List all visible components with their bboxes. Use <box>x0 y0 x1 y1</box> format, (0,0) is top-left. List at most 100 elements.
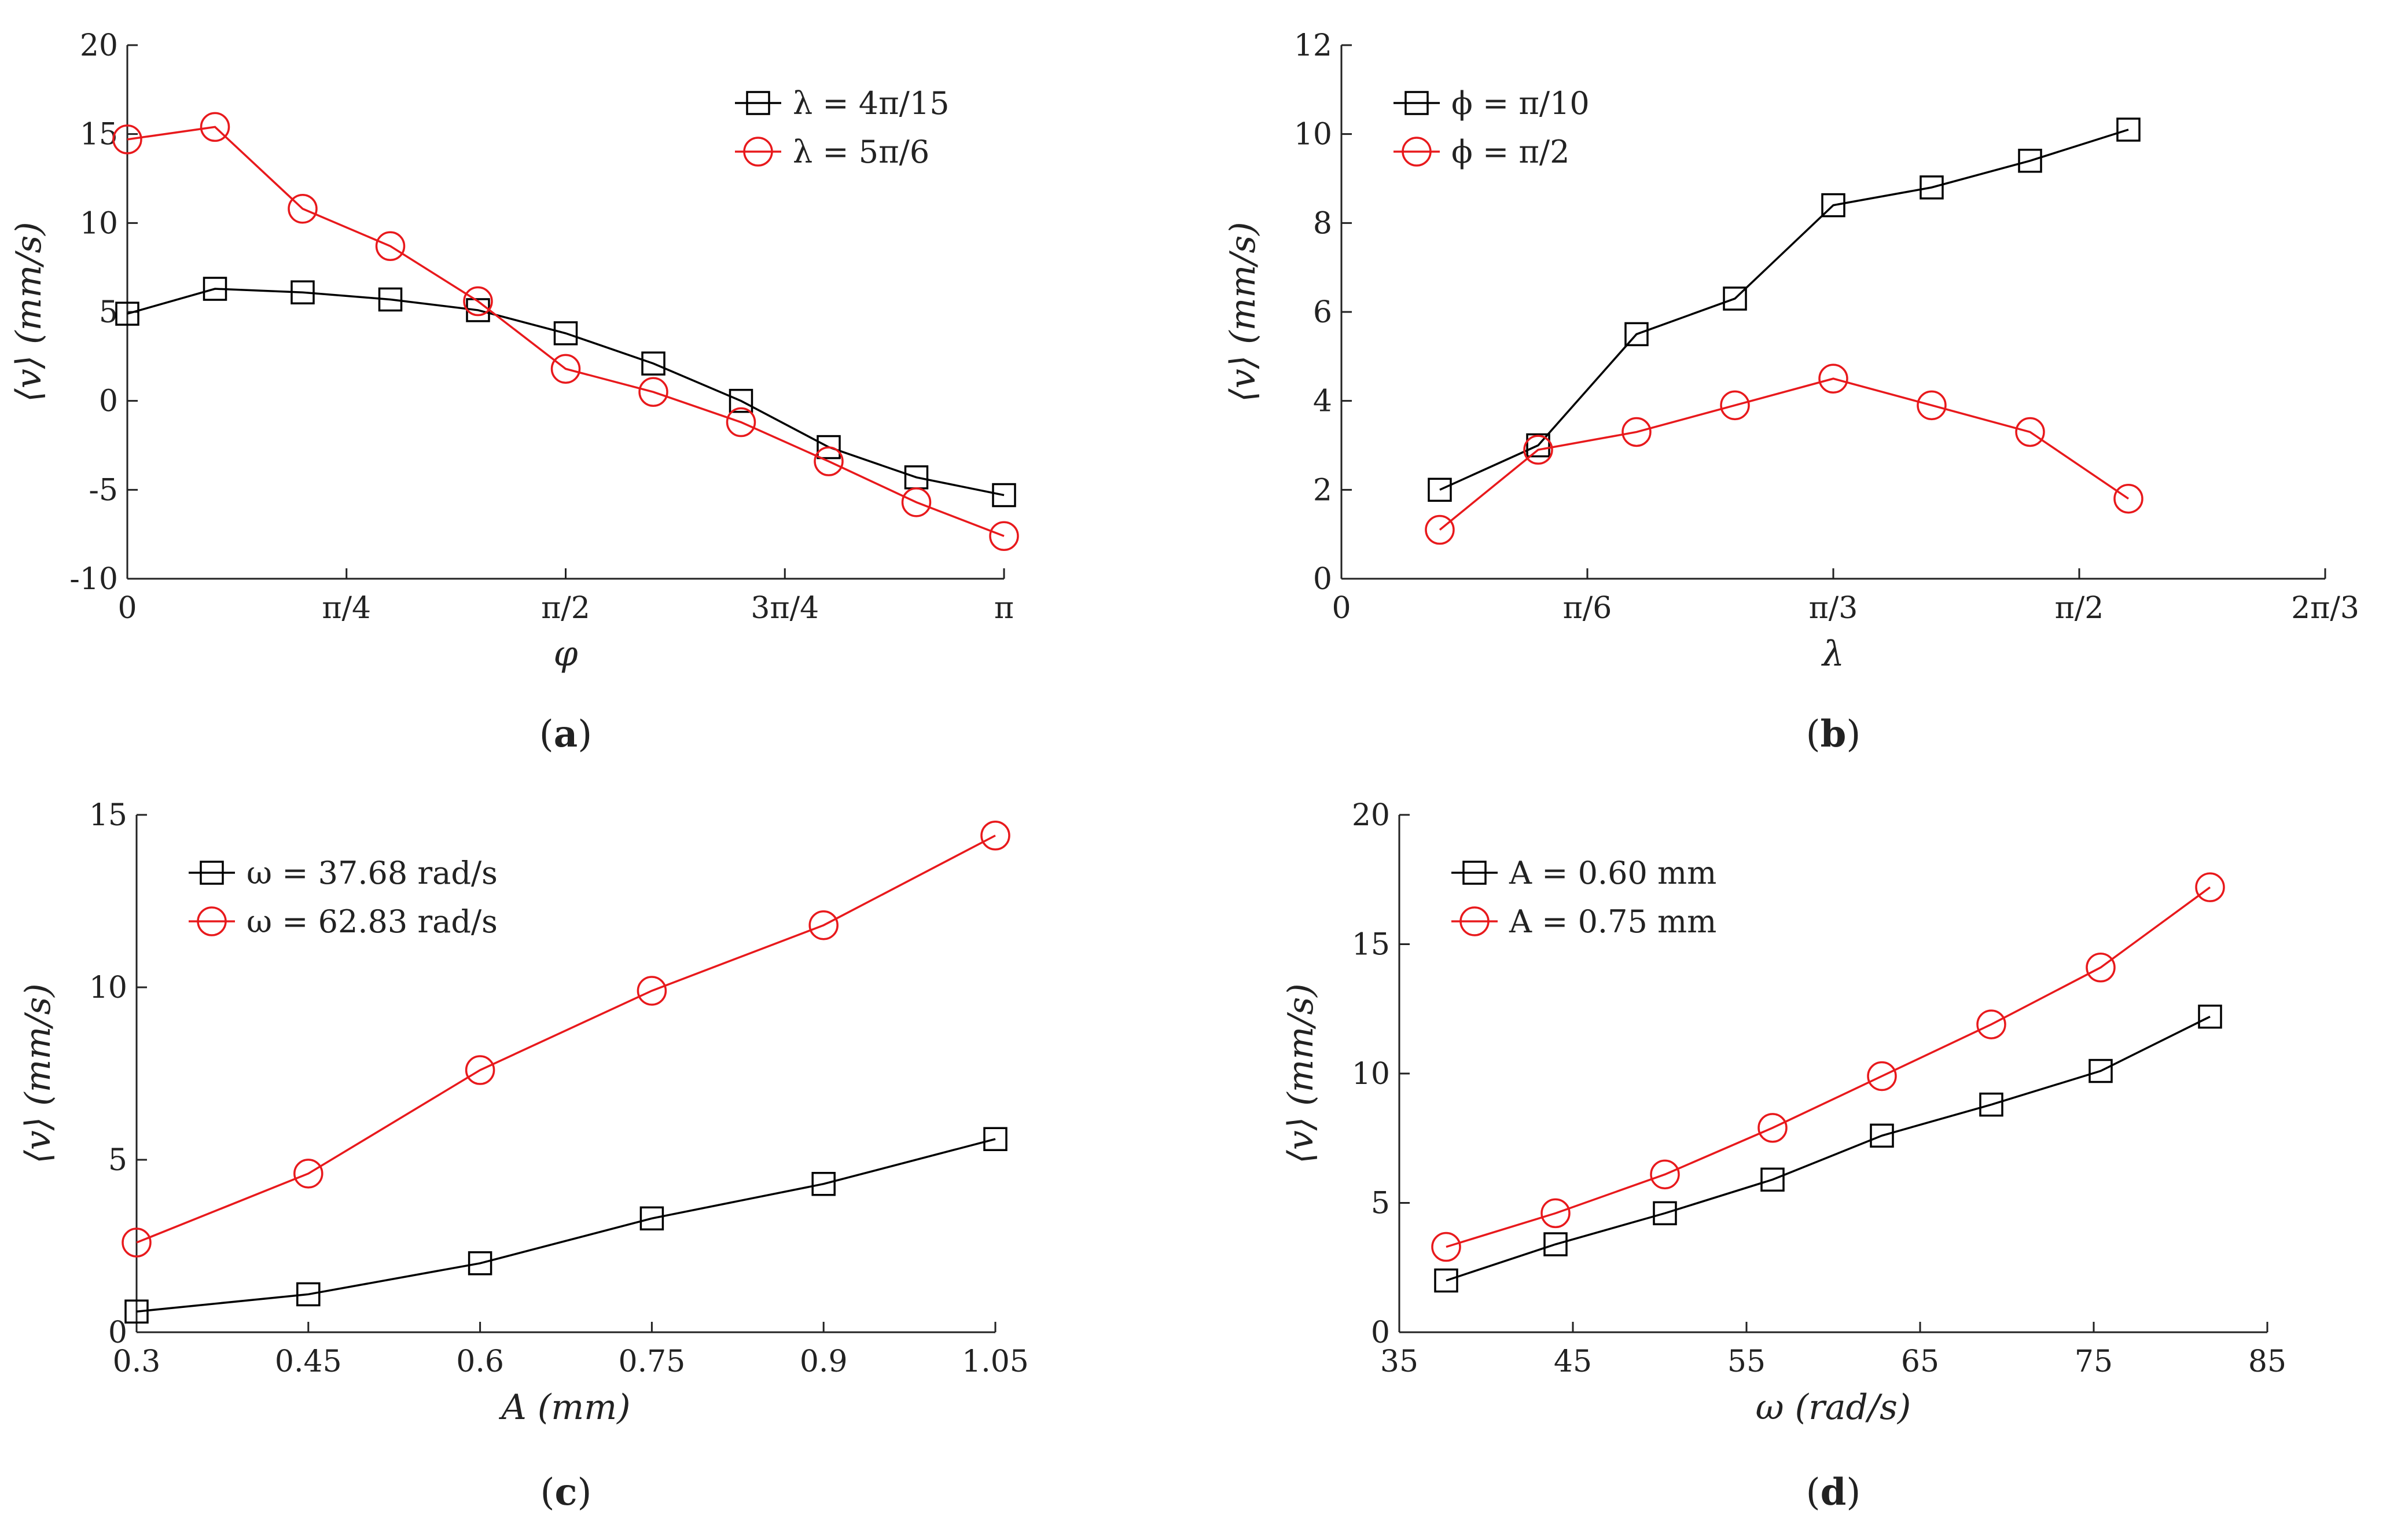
x-tick-label: 85 <box>2248 1344 2286 1379</box>
y-tick-label: 5 <box>108 1143 127 1178</box>
data-point-square <box>992 483 1016 508</box>
y-tick-label: -10 <box>69 562 118 597</box>
x-tick-label: 0 <box>117 591 137 626</box>
panel-caption: (c) <box>540 1471 592 1514</box>
y-tick-label: 12 <box>1294 28 1332 63</box>
y-tick-label: 8 <box>1313 206 1332 241</box>
y-tick-label: 10 <box>1294 117 1332 152</box>
data-point-square <box>1434 1268 1458 1293</box>
data-point-circle <box>1757 1113 1788 1143</box>
legend: λ = 4π/15 λ = 5π/6 <box>735 85 950 170</box>
y-tick-label: 5 <box>1371 1186 1390 1221</box>
data-point-circle <box>814 446 844 476</box>
series-1 <box>1434 1004 2222 1293</box>
panel-caption: (a) <box>539 712 592 756</box>
data-point-square <box>291 280 315 304</box>
y-tick-label: 10 <box>89 971 127 1005</box>
data-point-circle <box>293 1159 323 1189</box>
series-line <box>136 1138 996 1313</box>
legend: A = 0.60 mm A = 0.75 mm <box>1451 855 1716 940</box>
data-point-square <box>115 302 139 326</box>
legend-marker-circle <box>197 906 227 936</box>
y-tick-label: 20 <box>1352 798 1390 833</box>
y-tick-label: 20 <box>80 28 118 63</box>
data-point-circle <box>1867 1061 1897 1091</box>
panel-a: 0 π/4 π/2 3π/4 π -10 -5 0 5 10 15 20 φ ⟨v⟩ (mm/s) λ = … <box>9 28 1019 756</box>
x-tick-label: 0.45 <box>275 1344 342 1379</box>
data-point-square <box>2089 1058 2113 1083</box>
data-point-circle <box>375 231 406 262</box>
y-axis-label: ⟨v⟩ (mm/s) <box>1281 983 1321 1163</box>
data-point-square <box>1624 322 1649 347</box>
y-axis-label: ⟨v⟩ (mm/s) <box>1223 222 1263 402</box>
series-2 <box>122 821 1010 1258</box>
x-tick-label: π/6 <box>1563 591 1612 626</box>
data-point-square <box>2198 1004 2222 1029</box>
data-point-circle <box>1917 390 1947 421</box>
x-tick-label: 0.9 <box>800 1344 848 1379</box>
series-line <box>1446 1016 2211 1282</box>
y-tick-label: 2 <box>1313 473 1332 508</box>
data-point-square <box>1920 175 1944 200</box>
y-tick-label: 0 <box>108 1315 127 1350</box>
series-2 <box>112 112 1019 551</box>
data-point-circle <box>1650 1159 1680 1190</box>
data-point-square <box>2116 117 2141 142</box>
data-point-square <box>124 1299 149 1324</box>
series-line <box>1446 886 2211 1248</box>
data-point-circle <box>1976 1009 2006 1039</box>
x-tick-label: π/2 <box>541 591 590 626</box>
data-point-circle <box>1523 435 1553 465</box>
data-point-circle <box>1720 390 1750 421</box>
y-tick-label: 15 <box>1352 928 1390 962</box>
y-tick-label: 6 <box>1313 295 1332 330</box>
series-line <box>127 288 1005 497</box>
series-1 <box>1428 117 2141 502</box>
data-point-circle <box>638 377 668 407</box>
data-point-circle <box>465 1055 495 1085</box>
legend-label: A = 0.75 mm <box>1509 903 1716 940</box>
data-point-square <box>1653 1201 1677 1226</box>
legend: ϕ = π/10 ϕ = π/2 <box>1393 85 1590 170</box>
panel-caption: (b) <box>1806 712 1861 756</box>
legend-marker-square <box>200 861 224 885</box>
x-tick-label: π <box>994 591 1014 626</box>
x-tick-label: 35 <box>1380 1344 1418 1379</box>
data-point-circle <box>808 910 839 940</box>
data-point-square <box>1723 286 1747 311</box>
data-point-square <box>1821 193 1845 218</box>
data-point-square <box>1543 1232 1568 1256</box>
y-tick-label: 0 <box>99 384 118 419</box>
x-tick-label: 0.3 <box>113 1344 161 1379</box>
data-point-square <box>983 1127 1008 1151</box>
legend-marker-circle <box>743 137 773 167</box>
data-point-circle <box>2195 872 2225 902</box>
x-tick-label: 2π/3 <box>2291 591 2359 626</box>
data-point-square <box>378 287 403 312</box>
series-1 <box>124 1127 1008 1324</box>
series-line <box>1439 377 2129 531</box>
legend-marker-square <box>746 91 770 115</box>
data-point-square <box>203 277 227 301</box>
legend-marker-square <box>1462 861 1487 885</box>
legend-marker-circle <box>1402 137 1432 167</box>
x-tick-label: π/2 <box>2055 591 2104 626</box>
data-point-circle <box>1818 363 1848 394</box>
y-axis-label: ⟨v⟩ (mm/s) <box>9 222 49 402</box>
data-point-circle <box>1621 417 1652 447</box>
data-point-circle <box>122 1227 152 1258</box>
data-point-square <box>1870 1123 1894 1148</box>
data-point-square <box>1526 433 1550 458</box>
y-tick-label: 10 <box>80 206 118 241</box>
y-tick-label: 0 <box>1313 562 1332 597</box>
data-point-square <box>639 1206 664 1231</box>
legend-label: ω = 37.68 rad/s <box>247 855 498 891</box>
series-line <box>127 126 1005 537</box>
y-tick-label: 15 <box>89 798 127 833</box>
data-point-square <box>2018 149 2042 173</box>
data-point-circle <box>726 407 756 438</box>
y-tick-label: 15 <box>80 117 118 152</box>
x-tick-label: π/4 <box>322 591 371 626</box>
data-point-circle <box>1425 514 1455 545</box>
